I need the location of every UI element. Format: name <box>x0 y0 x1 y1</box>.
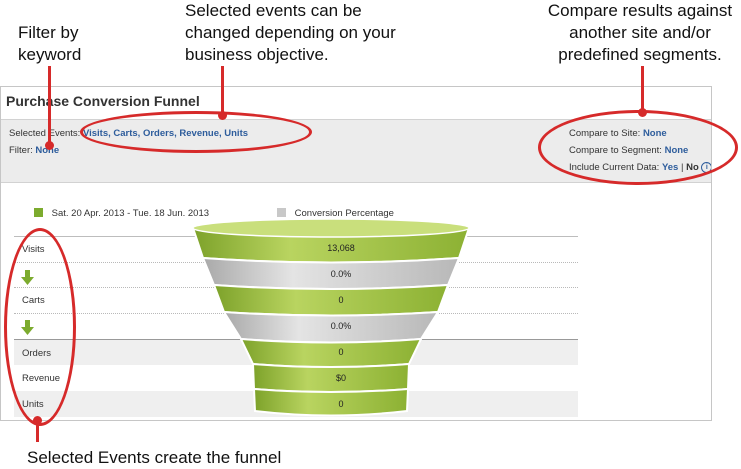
events-list-oval <box>4 228 76 426</box>
compare-pointer <box>638 66 647 117</box>
filter-callout: Filter by keyword <box>18 22 81 66</box>
selected-callout-line1: Selected events can be <box>185 1 362 20</box>
compare-callout-line3: predefined segments. <box>558 45 722 64</box>
selected-events-callout: Selected events can be changed depending… <box>185 0 396 66</box>
funnel-rim <box>192 218 470 238</box>
funnel-value-orders: 0 <box>338 347 344 357</box>
selected-callout-line2: changed depending on your <box>185 23 396 42</box>
funnel-value-carts: 0 <box>338 295 344 305</box>
compare-oval <box>538 110 738 185</box>
compare-callout-line2: another site and/or <box>569 23 711 42</box>
row-separator <box>14 313 578 314</box>
compare-callout: Compare results against another site and… <box>540 0 740 66</box>
funnel-value-visits: 13,068 <box>327 243 355 253</box>
selected-events-oval <box>80 111 312 153</box>
legend-date-range: Sat. 20 Apr. 2013 - Tue. 18 Jun. 2013 <box>34 208 209 219</box>
filter-label: Filter: <box>9 145 33 156</box>
funnel-value-conv1: 0.0% <box>330 269 352 279</box>
funnel-value-units: 0 <box>338 399 344 409</box>
filter-link[interactable]: None <box>35 145 60 156</box>
filter-callout-line1: Filter by <box>18 23 79 42</box>
legend-swatch-gray <box>277 208 286 217</box>
filter-callout-line2: keyword <box>18 45 82 64</box>
funnel-callout-text: Selected Events create the funnel <box>27 448 282 467</box>
selected-events-pointer <box>218 66 227 120</box>
selected-callout-line3: business objective. <box>185 45 329 64</box>
legend-swatch-green <box>34 208 43 217</box>
filter-pointer <box>45 66 54 150</box>
row-separator <box>14 262 578 263</box>
legend-conversion: Conversion Percentage <box>277 208 394 219</box>
funnel-value-revenue: $0 <box>335 373 346 383</box>
legend-conversion-text: Conversion Percentage <box>294 208 394 219</box>
legend-date-text: Sat. 20 Apr. 2013 - Tue. 18 Jun. 2013 <box>51 208 210 219</box>
selected-events-label: Selected Events: <box>9 128 81 139</box>
filter-row: Filter: None <box>9 145 59 156</box>
panel-title: Purchase Conversion Funnel <box>6 93 200 109</box>
compare-callout-line1: Compare results against <box>547 1 733 20</box>
funnel-value-conv2: 0.0% <box>330 321 352 331</box>
funnel-callout: Selected Events create the funnel <box>27 447 281 469</box>
